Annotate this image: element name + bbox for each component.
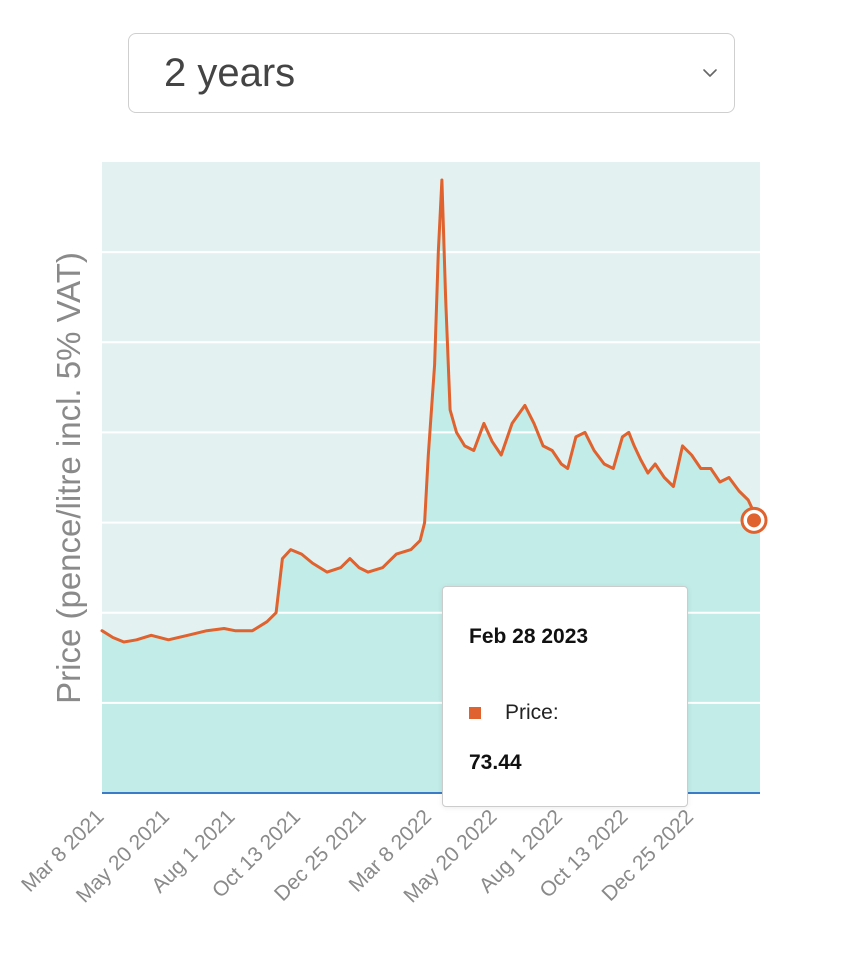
y-axis-label: Price (pence/litre incl. 5% VAT) [50,252,87,704]
hover-marker [747,513,761,528]
tooltip-series-swatch [469,707,481,719]
price-line [100,178,762,644]
chart-tooltip: Feb 28 2023 Price: 73.44 [442,586,688,807]
time-range-select[interactable]: 2 years [128,33,735,113]
tooltip-series-label: Price: [505,701,559,724]
tooltip-value: 73.44 [469,751,522,774]
time-range-value: 2 years [164,51,296,95]
tooltip-date: Feb 28 2023 [469,625,589,648]
chevron-down-icon [703,69,717,77]
